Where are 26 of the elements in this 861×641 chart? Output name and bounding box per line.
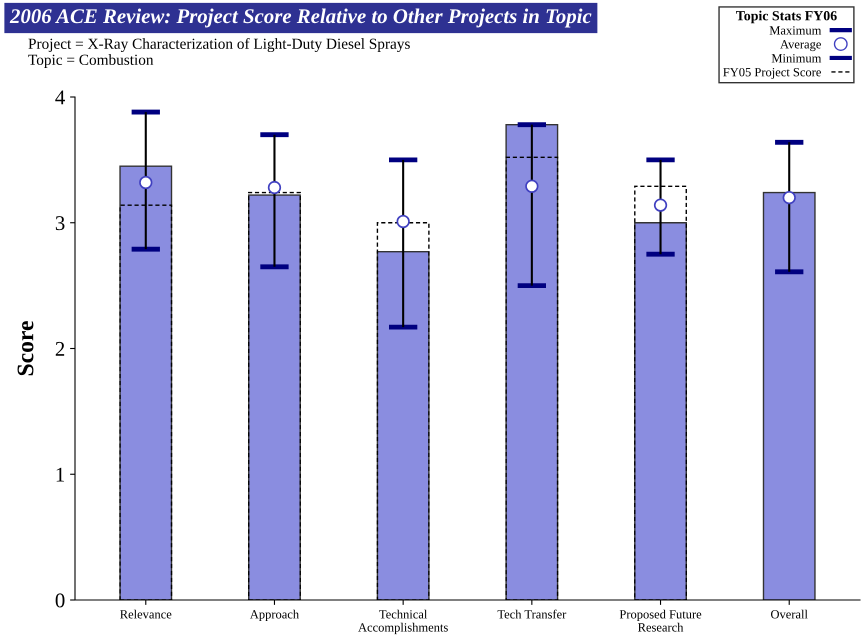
x-tick-label: Tech Transfer xyxy=(498,610,566,619)
y-tick-label: 1 xyxy=(56,468,64,482)
legend-label: Average xyxy=(780,40,821,52)
y-tick-label: 2 xyxy=(56,342,64,356)
x-tick-label: Overall xyxy=(770,610,808,619)
y-tick-label: 3 xyxy=(56,216,64,230)
point xyxy=(396,214,410,228)
point xyxy=(139,176,152,190)
legend-label: FY05 Project Score xyxy=(723,68,821,79)
point xyxy=(782,190,796,204)
point xyxy=(268,180,282,194)
text: Minimum xyxy=(772,54,822,62)
point xyxy=(525,180,538,193)
bar xyxy=(762,192,816,600)
x-tick-label: Technical Accomplishments xyxy=(358,610,448,634)
text: Maximum xyxy=(770,26,822,35)
y-axis-title: Score xyxy=(18,321,34,376)
chart-title: 2006 ACE Review: Project Score Relative to Other Projects in Topic xyxy=(10,8,592,28)
y-tick-label: 0 xyxy=(56,593,64,608)
point xyxy=(654,198,668,212)
y-tick-label: 4 xyxy=(55,90,65,104)
x-tick-label: Relevance xyxy=(120,610,172,619)
x-tick-label: Proposed Future Research xyxy=(620,610,702,632)
chart-subtitle: Project = X-Ray Characterization of Light-Duty Diesel Sprays Topic = Combustion xyxy=(28,38,410,68)
legend-title: Topic Stats FY06 xyxy=(736,10,837,24)
x-tick-label: Approach xyxy=(250,610,299,622)
